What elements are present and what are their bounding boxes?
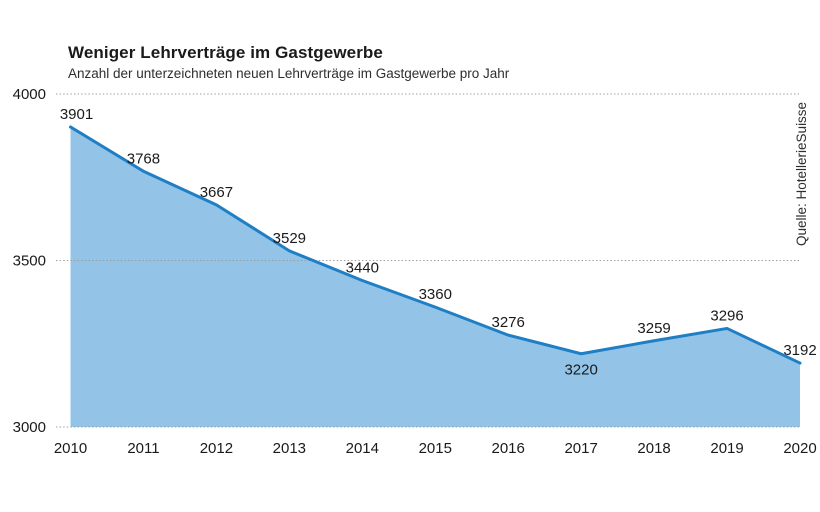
y-tick-3000: 3000	[13, 419, 46, 436]
x-tick-2018: 2018	[637, 440, 670, 457]
y-tick-4000: 4000	[13, 86, 46, 103]
x-tick-2017: 2017	[564, 440, 597, 457]
data-label-3259: 3259	[637, 320, 670, 337]
chart-subtitle: Anzahl der unterzeichneten neuen Lehrver…	[68, 66, 510, 81]
data-label-3360: 3360	[419, 286, 452, 303]
area-fill	[70, 126, 800, 427]
x-tick-2015: 2015	[419, 440, 452, 457]
x-tick-2010: 2010	[54, 440, 87, 457]
data-label-3276: 3276	[492, 314, 525, 331]
data-label-3768: 3768	[127, 150, 160, 167]
data-label-3529: 3529	[273, 230, 306, 247]
x-tick-2019: 2019	[710, 440, 743, 457]
trend-line	[69, 125, 802, 365]
data-label-3440: 3440	[346, 259, 379, 276]
x-tick-2012: 2012	[200, 440, 233, 457]
data-label-3901: 3901	[60, 106, 93, 123]
data-label-3296: 3296	[710, 307, 743, 324]
chart-title: Weniger Lehrverträge im Gastgewerbe	[68, 43, 383, 62]
data-label-3192: 3192	[783, 342, 816, 359]
y-tick-3500: 3500	[13, 253, 46, 270]
data-label-3667: 3667	[200, 184, 233, 201]
x-tick-2020: 2020	[783, 440, 816, 457]
x-tick-2014: 2014	[346, 440, 379, 457]
data-label-3220: 3220	[564, 362, 597, 379]
x-tick-2013: 2013	[273, 440, 306, 457]
x-tick-2016: 2016	[492, 440, 525, 457]
x-tick-2011: 2011	[127, 440, 159, 457]
source-label: Quelle: HotellerieSuisse	[794, 101, 809, 246]
